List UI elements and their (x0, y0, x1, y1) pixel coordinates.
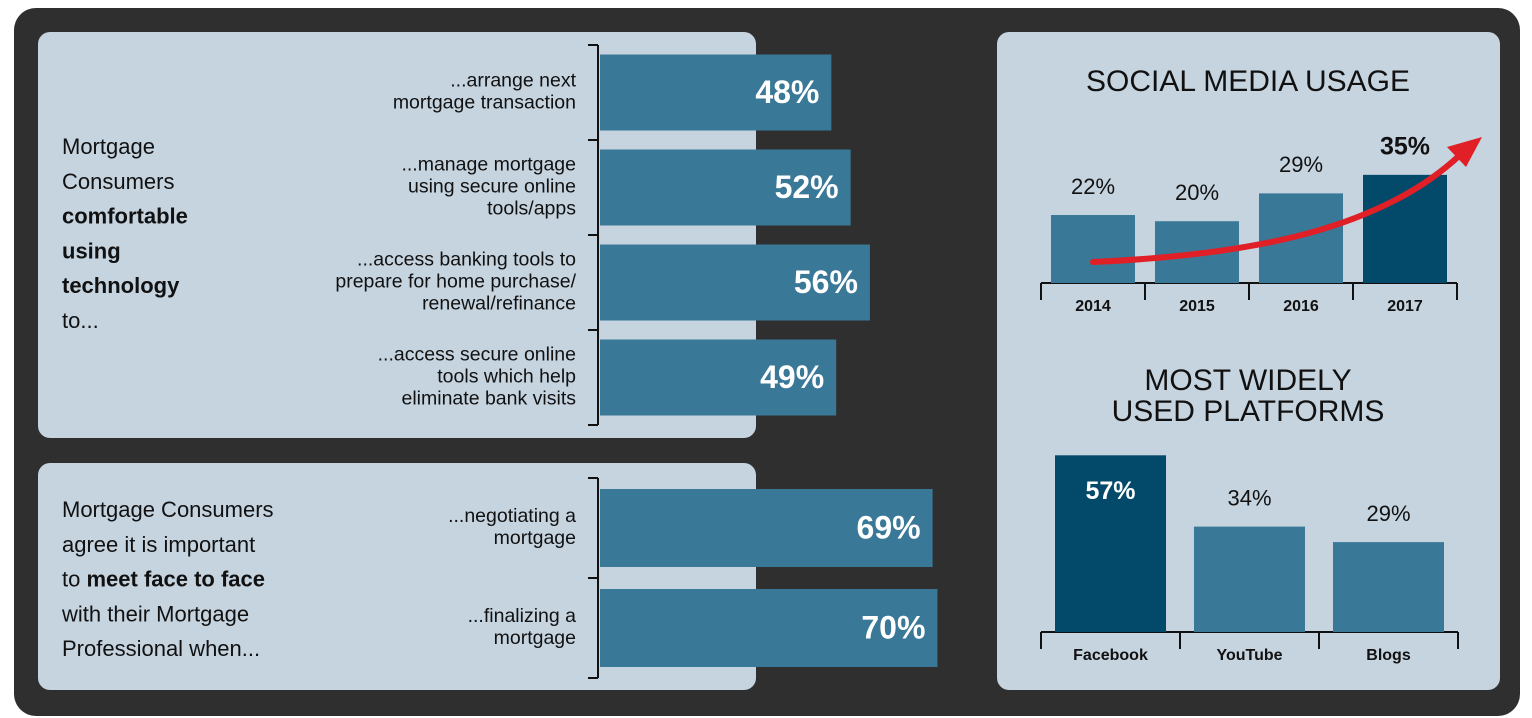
category-label: prepare for home purchase/ (335, 271, 576, 293)
note-text: Mortgage (62, 134, 155, 159)
x-tick-label: YouTube (1216, 647, 1282, 664)
value-label: 20% (1175, 180, 1219, 205)
value-label: 34% (1227, 485, 1271, 510)
note-line: to... (62, 308, 99, 333)
bar (600, 339, 837, 416)
bar (600, 489, 933, 567)
panel (38, 32, 756, 438)
trend-arrow (1090, 152, 1463, 265)
x-tick-label: 2015 (1179, 298, 1215, 315)
note-text: with their Mortgage (61, 601, 249, 626)
bar (1051, 215, 1135, 283)
note-text: Professional when... (62, 636, 260, 661)
note-text: Consumers (62, 169, 174, 194)
note-line: technology (62, 273, 180, 298)
bar (600, 149, 851, 226)
note-line: comfortable (62, 203, 188, 228)
value-label: 35% (1380, 132, 1430, 160)
note-line: using (62, 238, 121, 263)
x-tick-label: 2017 (1387, 298, 1423, 315)
category-label: ...negotiating a (448, 505, 576, 527)
value-label: 22% (1071, 174, 1115, 199)
category-label: eliminate bank visits (402, 388, 577, 410)
value-label: 52% (775, 169, 839, 205)
note-text: technology (62, 273, 180, 298)
bar (1194, 526, 1305, 632)
charts: Mortgage Consumers comfortable using technol… (61, 44, 1482, 679)
note-text: meet face to face (86, 566, 265, 591)
x-tick-label: 2016 (1283, 298, 1319, 315)
value-label: 70% (861, 609, 925, 645)
x-tick-label: Facebook (1073, 647, 1148, 664)
panel (38, 463, 756, 690)
value-label: 57% (1085, 477, 1135, 505)
value-label: 29% (1366, 501, 1410, 526)
category-label: ...access banking tools to (357, 249, 576, 271)
note-line: Professional when... (62, 636, 260, 661)
bar (600, 54, 832, 131)
note-text: to (62, 566, 86, 591)
note-text: agree it is important (62, 532, 255, 557)
note-text: Mortgage Consumers (62, 497, 274, 522)
category-label: ...manage mortgage (401, 154, 576, 176)
chart-title: MOST WIDELY (1144, 364, 1351, 397)
category-label: mortgage (494, 627, 576, 649)
note-line: to meet face to face (62, 566, 265, 591)
trend-arrowhead (1447, 137, 1482, 167)
category-label: ...access secure online (378, 344, 576, 366)
category-label: mortgage transaction (393, 92, 576, 114)
chart-title: SOCIAL MEDIA USAGE (1086, 65, 1410, 98)
note-text: using (62, 238, 121, 263)
category-label: ...finalizing a (468, 605, 577, 627)
category-label: mortgage (494, 527, 576, 549)
note-line: Mortgage (62, 134, 155, 159)
bar (1363, 174, 1447, 283)
bar (600, 589, 938, 667)
category-label: tools/apps (487, 198, 576, 220)
note-line: Mortgage Consumers (62, 497, 274, 522)
value-label: 48% (755, 74, 819, 110)
bar (600, 244, 870, 321)
category-label: using secure online (408, 176, 576, 198)
note-line: Consumers (62, 169, 174, 194)
note-text: comfortable (62, 203, 188, 228)
note-line: with their Mortgage (61, 601, 249, 626)
x-tick-label: 2014 (1075, 298, 1111, 315)
value-label: 69% (857, 509, 921, 545)
value-label: 56% (794, 264, 858, 300)
chart-title: USED PLATFORMS (1112, 395, 1385, 428)
x-tick-label: Blogs (1366, 647, 1411, 664)
category-label: tools which help (437, 366, 576, 388)
bar (1333, 542, 1444, 632)
note-text: to... (62, 308, 99, 333)
category-label: renewal/refinance (422, 293, 576, 315)
value-label: 49% (760, 359, 824, 395)
category-label: ...arrange next (450, 70, 576, 92)
note-line: agree it is important (62, 532, 255, 557)
value-label: 29% (1279, 152, 1323, 177)
bar (1055, 455, 1166, 632)
